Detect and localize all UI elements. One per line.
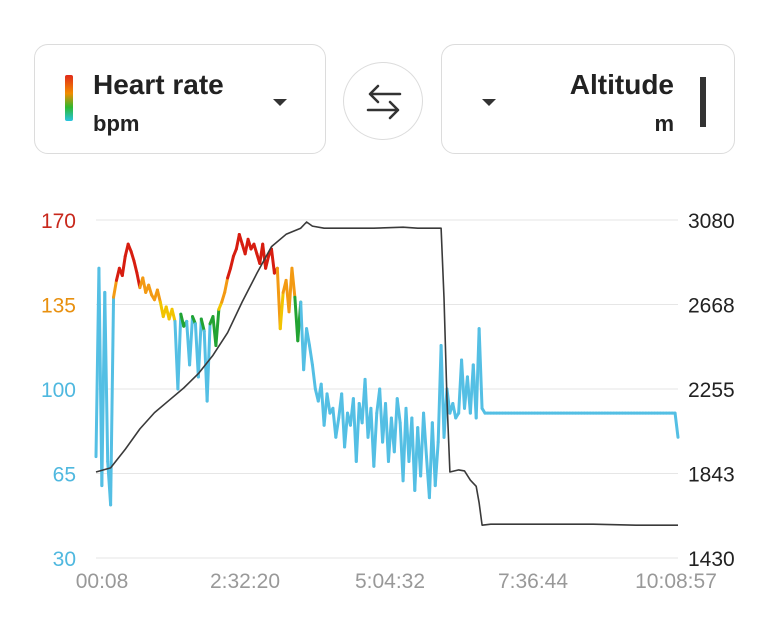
heart-rate-segment bbox=[422, 411, 428, 459]
heart-rate-segment bbox=[103, 290, 110, 463]
heart-rate-segment bbox=[188, 315, 195, 367]
heart-rate-segment bbox=[354, 401, 361, 463]
right-tick-label: 2255 bbox=[688, 379, 735, 402]
heart-rate-segment bbox=[214, 307, 221, 348]
heart-rate-segment bbox=[229, 254, 235, 270]
heart-rate-segment bbox=[302, 327, 309, 372]
heart-rate-segment bbox=[310, 363, 317, 391]
heart-rate-segment bbox=[220, 290, 227, 304]
left-axis-ticks: 170 135 100 65 30 bbox=[41, 210, 76, 571]
right-axis-ticks: 3080 2668 2255 1843 1430 bbox=[688, 210, 735, 571]
heart-rate-segment bbox=[109, 295, 116, 507]
right-tick-label: 1430 bbox=[688, 548, 735, 571]
heart-rate-segment bbox=[176, 312, 183, 391]
heart-rate-segment bbox=[477, 327, 484, 410]
heart-rate-segment bbox=[305, 327, 311, 348]
x-tick-label: 10:08:57 bbox=[635, 570, 717, 593]
heart-rate-segment bbox=[278, 290, 285, 331]
heart-rate-segment bbox=[223, 276, 230, 294]
heart-rate-segment bbox=[264, 254, 271, 270]
heart-rate-segment bbox=[269, 247, 276, 275]
right-tick-label: 3080 bbox=[688, 210, 735, 233]
x-tick-label: 00:08 bbox=[76, 570, 129, 593]
heart-rate-segment bbox=[226, 266, 233, 280]
altitude-series bbox=[95, 221, 678, 526]
heart-rate-segment bbox=[451, 401, 458, 420]
heart-rate-segment bbox=[395, 397, 402, 425]
x-tick-label: 7:36:44 bbox=[498, 570, 568, 593]
x-tick-label: 2:32:20 bbox=[210, 570, 280, 593]
altitude-line bbox=[95, 221, 678, 526]
heart-rate-segment bbox=[170, 307, 177, 323]
heart-rate-segment bbox=[205, 322, 212, 403]
left-metric-title: Heart rate bbox=[93, 69, 224, 100]
heart-rate-segment bbox=[199, 317, 206, 333]
heart-rate-segment bbox=[372, 411, 379, 468]
heart-rate-segment bbox=[196, 317, 203, 379]
right-tick-label: 1843 bbox=[688, 464, 735, 487]
right-metric-selector[interactable]: Altitude m bbox=[441, 44, 735, 154]
heart-rate-segment bbox=[392, 397, 399, 454]
left-tick-label: 135 bbox=[41, 295, 76, 318]
left-tick-label: 170 bbox=[41, 210, 76, 233]
swap-arrows-icon bbox=[366, 84, 402, 120]
heart-rate-segment bbox=[307, 344, 314, 367]
right-metric-unit: m bbox=[654, 111, 674, 136]
heart-rate-segment bbox=[325, 392, 332, 415]
dual-axis-chart: 170 135 100 65 30 3080 2668 2255 1843 1430 00:08… bbox=[41, 210, 735, 593]
heart-rate-series bbox=[94, 232, 680, 507]
heart-rate-segment bbox=[132, 259, 139, 275]
heart-rate-segment bbox=[120, 254, 127, 278]
heart-rate-segment bbox=[129, 249, 136, 263]
heart-rate-segment bbox=[237, 232, 244, 246]
right-tick-label: 2668 bbox=[688, 295, 735, 318]
left-metric-selector[interactable]: Heart rate bpm bbox=[34, 44, 326, 154]
left-tick-label: 65 bbox=[53, 464, 76, 487]
heart-rate-segment bbox=[147, 283, 154, 297]
heart-rate-segment bbox=[155, 288, 162, 304]
chevron-down-icon[interactable] bbox=[273, 99, 287, 106]
heart-rate-segment bbox=[334, 416, 341, 439]
heart-rate-segment bbox=[290, 266, 297, 299]
heart-rate-segment bbox=[252, 242, 259, 256]
heart-rate-segment bbox=[433, 440, 440, 488]
swap-metrics-button[interactable] bbox=[343, 62, 423, 140]
left-tick-label: 100 bbox=[41, 379, 76, 402]
heart-rate-segment bbox=[112, 278, 118, 299]
x-axis-ticks: 00:08 2:32:20 5:04:32 7:36:44 10:08:57 bbox=[76, 570, 717, 593]
heart-rate-segment bbox=[343, 411, 350, 449]
heart-rate-zone-gradient-icon bbox=[65, 75, 73, 121]
chart-grid bbox=[96, 219, 678, 559]
heart-rate-segment bbox=[673, 411, 680, 439]
altitude-line-legend-icon bbox=[700, 77, 706, 127]
left-tick-label: 30 bbox=[53, 548, 76, 571]
left-metric-unit: bpm bbox=[93, 111, 140, 136]
x-tick-label: 5:04:32 bbox=[355, 570, 425, 593]
right-metric-title: Altitude bbox=[569, 69, 674, 100]
chevron-down-icon[interactable] bbox=[482, 99, 496, 106]
